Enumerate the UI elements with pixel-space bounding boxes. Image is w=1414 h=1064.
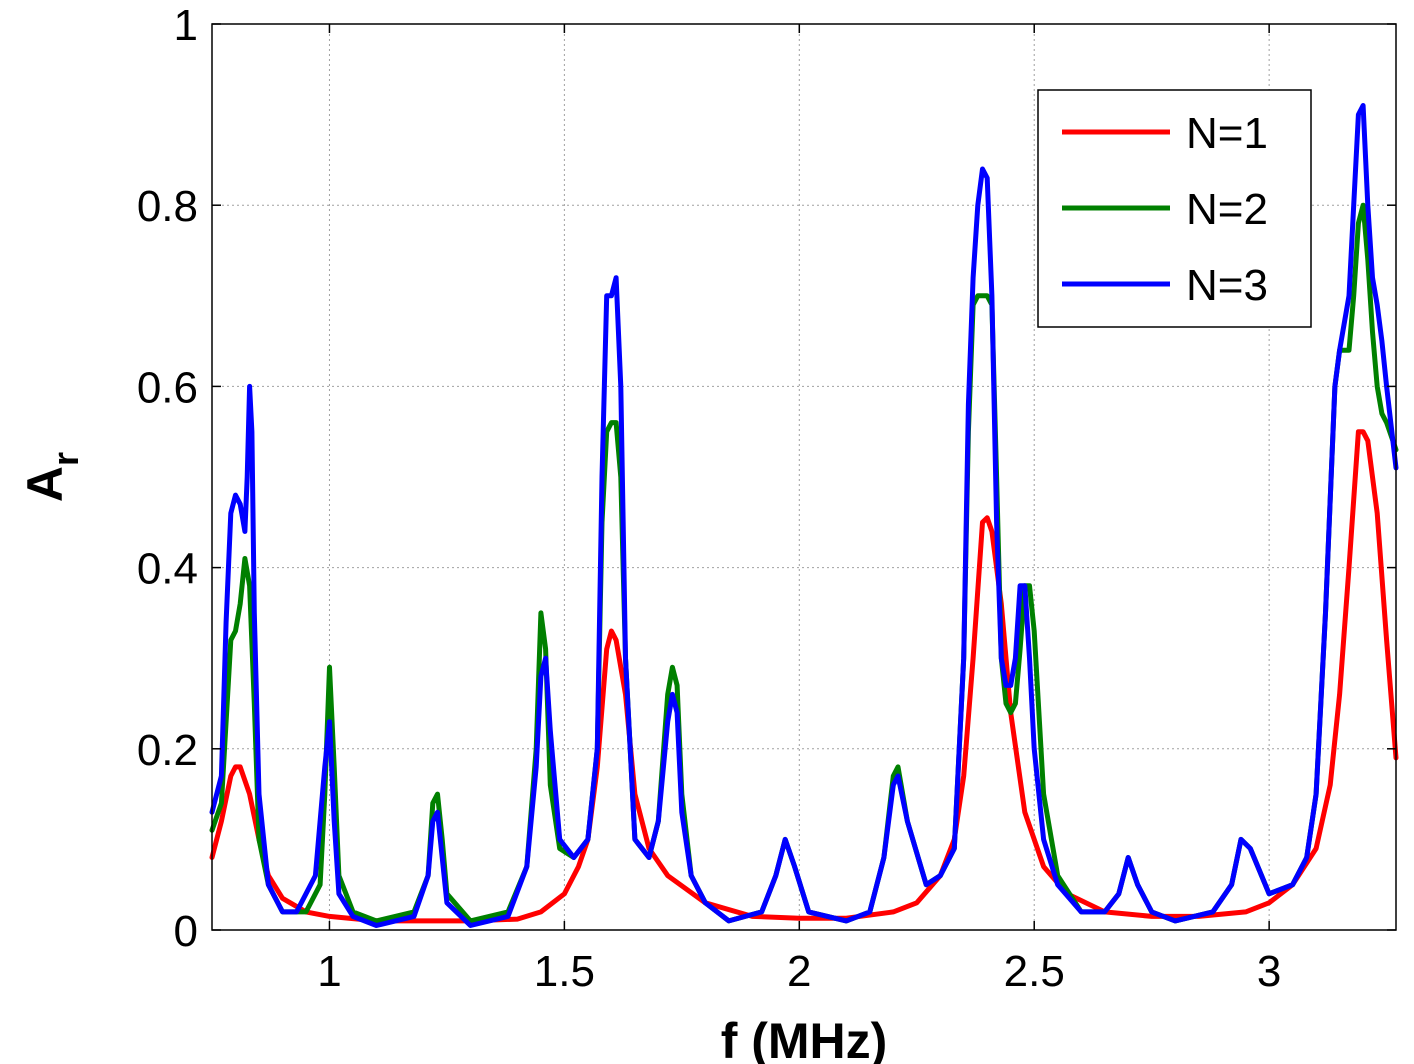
y-axis-title: Ar — [17, 452, 86, 502]
y-axis-title-main: A — [17, 466, 73, 502]
y-tick-label: 1 — [174, 1, 198, 50]
legend-label: N=3 — [1186, 261, 1268, 310]
legend-label: N=2 — [1186, 185, 1268, 234]
legend-label: N=1 — [1186, 109, 1268, 158]
y-tick-label: 0.2 — [137, 726, 198, 775]
y-tick-label: 0.6 — [137, 363, 198, 412]
x-tick-label: 1 — [317, 947, 341, 996]
x-tick-label: 2 — [787, 947, 811, 996]
legend: N=1 N=2 N=3 — [1037, 89, 1312, 328]
x-tick-label: 3 — [1257, 947, 1281, 996]
plot-frame — [211, 23, 1397, 931]
x-axis-title: f (MHz) — [721, 1013, 888, 1064]
y-axis-title-sub: r — [45, 452, 86, 466]
ticks: 1 1.5 2 2.5 3 0 0.2 0.4 0.6 0.8 1 — [137, 1, 1396, 996]
series-layer — [209, 103, 1399, 928]
series-line-n3 — [209, 103, 1399, 928]
y-tick-label: 0 — [174, 907, 198, 956]
y-tick-label: 0.4 — [137, 545, 198, 594]
y-tick-label: 0.8 — [137, 182, 198, 231]
x-tick-label: 1.5 — [534, 947, 595, 996]
series-line-n1 — [209, 429, 1399, 924]
x-tick-label: 2.5 — [1004, 947, 1065, 996]
